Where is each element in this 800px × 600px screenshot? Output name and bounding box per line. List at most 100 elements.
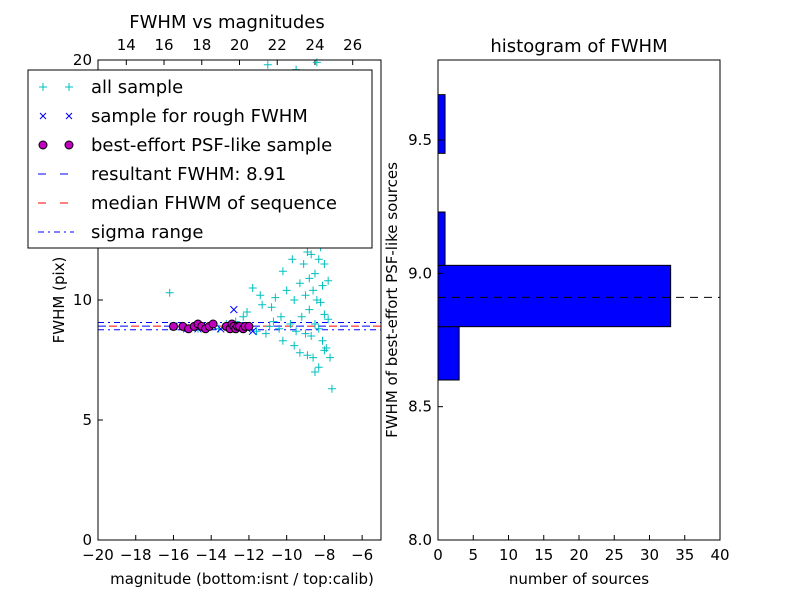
plus-point-41 [310, 320, 319, 328]
plus-point-46 [314, 255, 323, 264]
legend-box [27, 69, 373, 249]
plus-point-0 [165, 288, 174, 297]
plus-point-12 [248, 284, 257, 292]
plus-point-14 [258, 300, 267, 309]
histogram-title: histogram of FWHM [490, 36, 667, 57]
plus-point-56 [324, 315, 333, 324]
histogram-x-tick-label: 20 [569, 546, 588, 564]
plus-point-13 [252, 327, 261, 336]
bottom-x-axis-ticks: −20 −18 −16 −14 −12 −10 −8 −6 [82, 535, 373, 564]
plus-point-30 [297, 312, 306, 321]
histogram-bar-0 [437, 326, 460, 381]
histogram-y-tick-label: 8.0 [408, 531, 432, 549]
x-point-7 [229, 305, 238, 314]
legend-plus-marker [39, 83, 73, 91]
top-x-tick-label: 14 [117, 36, 136, 54]
top-x-tick-label: 26 [343, 36, 362, 54]
plus-point-55 [324, 276, 333, 285]
plus-point-60 [314, 363, 323, 372]
legend: all sample sample for rough FWHM best-ef… [27, 69, 373, 249]
histogram-x-axis-ticks: 0 5 10 15 20 25 30 35 40 [433, 535, 730, 564]
plus-point-32 [301, 329, 310, 338]
scatter-chart: FWHM vs magnitudes 14 16 18 20 22 24 26 −20 −18… [27, 12, 382, 588]
x-tick-label: −14 [195, 546, 227, 564]
plus-point-64 [278, 336, 287, 345]
histogram-y-tick-label: 9.5 [408, 131, 432, 149]
plus-point-33 [301, 291, 310, 300]
plus-point-61 [320, 346, 329, 355]
plus-point-17 [269, 317, 278, 326]
histogram-chart: histogram of FWHM 0 5 10 15 20 25 30 35 40 8.08.… [383, 36, 730, 588]
plus-point-18 [271, 293, 280, 302]
plus-point-27 [292, 327, 301, 336]
plus-point-71 [267, 303, 276, 312]
circle-point-18 [244, 321, 254, 331]
histogram-y-tick-label: 9.0 [408, 264, 432, 282]
histogram-y-axis-label: FWHM of best-effort PSF-like sources [383, 162, 401, 438]
plus-point-42 [310, 269, 319, 278]
histogram-bar-1 [437, 264, 672, 328]
legend-label-median-fwhm: median FHWM of sequence [91, 193, 337, 214]
plus-point-50 [318, 336, 327, 345]
histogram-x-tick-label: 0 [433, 546, 443, 564]
histogram-marks [437, 94, 720, 381]
plus-point-35 [305, 305, 314, 314]
x-tick-label: −18 [120, 546, 152, 564]
circle-point-8 [208, 319, 218, 329]
histogram-x-tick-label: 15 [534, 546, 553, 564]
y-tick-label: 0 [82, 531, 92, 549]
plus-point-19 [275, 324, 284, 333]
plus-point-62 [295, 348, 304, 357]
plus-point-49 [318, 281, 327, 290]
scatter-chart-title: FWHM vs magnitudes [129, 12, 324, 33]
plus-point-72 [256, 291, 265, 300]
legend-entry-median-fwhm: median FHWM of sequence [38, 193, 337, 214]
plus-point-25 [288, 255, 297, 264]
scatter-y-axis-label: FWHM (pix) [50, 257, 68, 344]
top-x-axis-ticks: 14 16 18 20 22 24 26 [117, 36, 362, 65]
plus-point-58 [327, 384, 336, 393]
plus-point-37 [307, 250, 316, 259]
plus-point-63 [303, 351, 312, 360]
legend-label-sigma-range: sigma range [91, 222, 203, 243]
plus-point-59 [309, 353, 318, 362]
plus-point-73 [239, 312, 248, 321]
plus-point-29 [295, 279, 304, 288]
x-tick-label: −12 [233, 546, 265, 564]
top-x-tick-label: 16 [154, 36, 173, 54]
plus-point-69 [310, 368, 319, 376]
legend-label-all-sample: all sample [91, 77, 183, 98]
histogram-x-tick-label: 25 [605, 546, 624, 564]
y-tick-label: 5 [82, 411, 92, 429]
legend-label-psf-sample: best-effort PSF-like sample [91, 135, 332, 156]
plus-point-21 [278, 267, 287, 276]
histogram-bar-3 [437, 94, 446, 154]
plus-point-52 [320, 310, 329, 319]
legend-label-resultant-fwhm: resultant FWHM: 8.91 [91, 164, 286, 185]
histogram-x-tick-label: 30 [640, 546, 659, 564]
histogram-x-tick-label: 40 [710, 546, 729, 564]
plus-point-45 [314, 324, 323, 333]
histogram-y-axis-ticks: 8.0 8.5 9.0 9.5 [408, 131, 443, 549]
legend-entry-resultant-fwhm: resultant FWHM: 8.91 [38, 164, 286, 185]
y-axis-ticks: 0 5 10 20 [73, 51, 103, 549]
x-tick-label: −8 [313, 546, 335, 564]
top-x-tick-label: 22 [268, 36, 287, 54]
x-tick-label: −10 [271, 546, 303, 564]
plus-point-11 [243, 308, 252, 316]
legend-x-marker [39, 112, 73, 120]
x-tick-label: −6 [351, 546, 373, 564]
plus-point-15 [261, 329, 270, 338]
y-tick-label: 20 [73, 51, 92, 69]
plus-point-31 [299, 260, 308, 268]
histogram-x-tick-label: 5 [468, 546, 478, 564]
plus-point-51 [320, 260, 329, 268]
histogram-x-axis-label: number of sources [509, 570, 649, 588]
top-x-tick-label: 24 [305, 36, 324, 54]
scatter-x-axis-label: magnitude (bottom:isnt / top:calib) [110, 570, 374, 588]
histogram-x-tick-label: 10 [499, 546, 518, 564]
x-tick-label: −20 [82, 546, 114, 564]
y-tick-label: 10 [73, 291, 92, 309]
circle-point-0 [168, 321, 178, 331]
plus-point-77 [263, 60, 272, 69]
